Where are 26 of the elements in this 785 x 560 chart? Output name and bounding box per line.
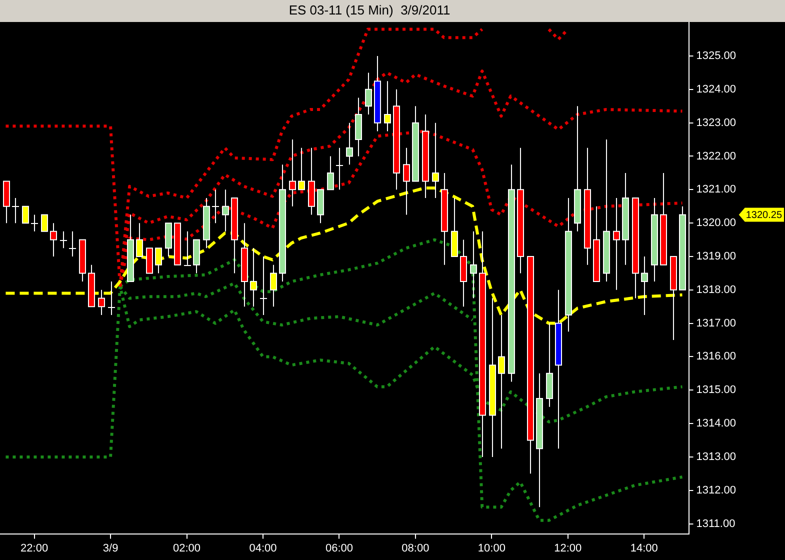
y-tick-label: 1323.00 <box>696 116 736 129</box>
y-tick-label: 1315.00 <box>696 384 736 396</box>
y-tick-label: 1316.00 <box>696 350 736 363</box>
x-tick-label: 10:00 <box>478 542 506 554</box>
y-tick-label: 1317.00 <box>696 317 736 330</box>
x-tick-label: 3/9 <box>102 542 118 554</box>
y-tick-label: 1320.00 <box>696 217 736 230</box>
x-tick-label: 12:00 <box>554 542 582 554</box>
y-tick-label: 1319.00 <box>696 250 736 263</box>
x-tick-label: 08:00 <box>402 542 430 554</box>
y-tick-label: 1318.00 <box>696 284 736 296</box>
y-tick-label: 1321.00 <box>696 184 736 196</box>
y-tick-label: 1324.00 <box>696 83 736 96</box>
x-tick-label: 22:00 <box>20 542 48 554</box>
x-tick-label: 14:00 <box>630 542 658 554</box>
text: 1320.25 <box>746 210 782 221</box>
chart-title: ES 03-11 (15 Min) 3/9/2011 <box>288 2 450 18</box>
x-tick-label: 04:00 <box>249 542 277 554</box>
x-tick-label: 06:00 <box>325 542 353 554</box>
y-tick-label: 1322.00 <box>696 150 736 162</box>
y-tick-label: 1313.00 <box>696 450 736 463</box>
y-tick-label: 1311.00 <box>696 518 736 530</box>
y-tick-label: 1312.00 <box>696 484 736 496</box>
x-tick-label: 02:00 <box>172 542 201 554</box>
y-tick-label: 1325.00 <box>696 50 736 62</box>
y-tick-label: 1314.00 <box>696 418 736 430</box>
